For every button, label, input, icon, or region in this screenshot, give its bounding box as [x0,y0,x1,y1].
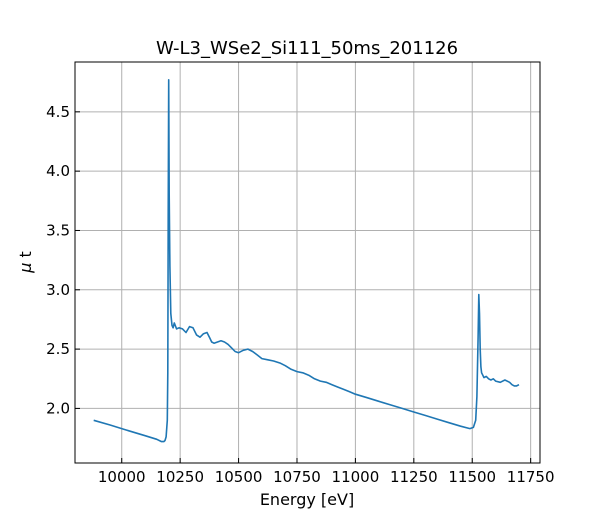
grid [75,62,540,463]
x-tick-label: 11500 [448,468,496,486]
y-axis-label-symbol: μ [16,263,35,274]
y-axis-label-text: t [16,251,35,262]
y-tick-label: 4.5 [46,103,70,121]
y-tick-label: 3.0 [46,281,70,299]
y-tick-label: 4.0 [46,162,70,180]
tick-labels: 10000 10250 10500 10750 11000 11250 11500 11750… [46,103,554,486]
ticks [75,111,532,463]
x-tick-label: 10500 [215,468,263,486]
plot-frame [74,61,541,464]
chart-title: W-L3_WSe2_Si111_50ms_201126 [156,38,458,59]
x-axis-label: Energy [eV] [260,490,354,509]
x-tick-label: 11000 [332,468,380,486]
x-tick-label: 11750 [507,468,555,486]
y-tick-label: 2.0 [46,399,70,417]
y-tick-label: 2.5 [46,340,70,358]
series-group [93,79,520,443]
series-line [93,79,520,443]
y-tick-label: 3.5 [46,221,70,239]
x-tick-label: 11250 [390,468,438,486]
x-tick-label: 10750 [273,468,321,486]
y-axis-label: μ t [16,251,35,274]
x-tick-label: 10000 [98,468,146,486]
x-tick-label: 10250 [156,468,204,486]
